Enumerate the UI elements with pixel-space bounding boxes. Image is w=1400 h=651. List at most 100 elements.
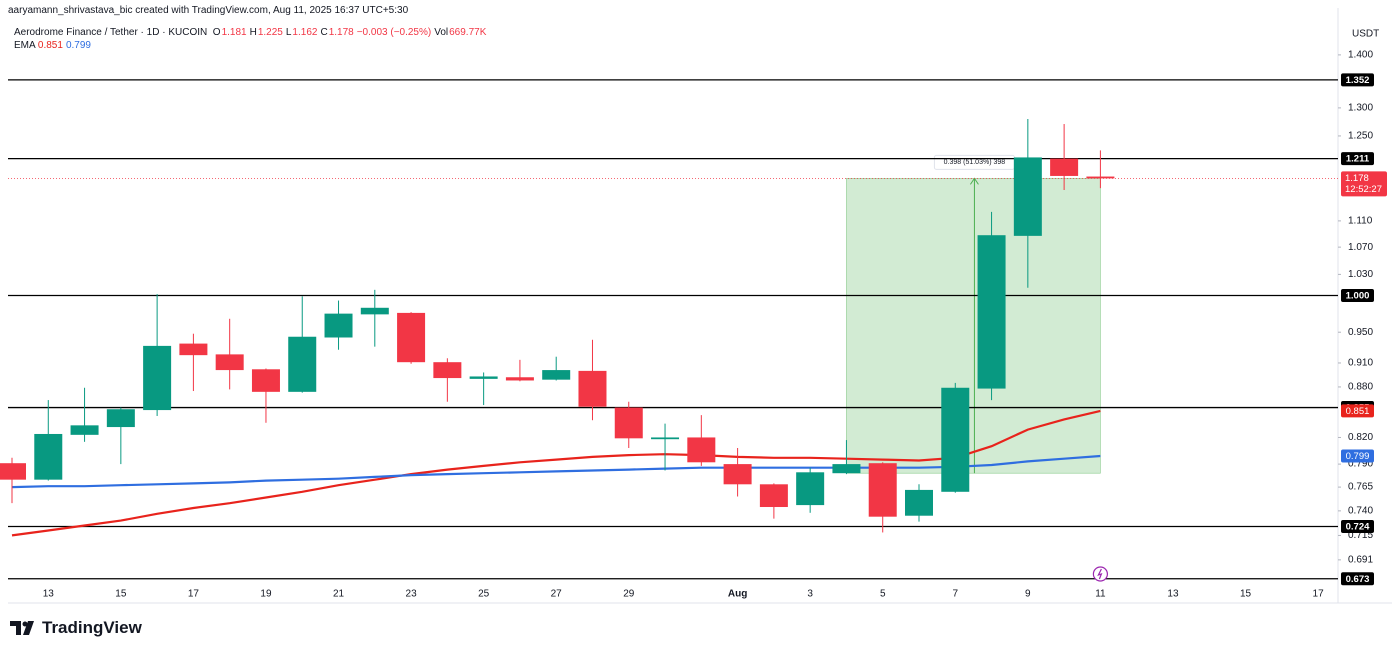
ema-value: 0.851 [37,40,63,51]
y-tick-label: 0.691 [1348,555,1373,566]
measure-label: 0.398 (51.03%) 398 [944,159,1006,166]
x-tick-label: 7 [952,589,958,600]
ema-price-label: 0.851 [1346,406,1370,417]
level-label-bg [1341,519,1374,533]
level-label: 0.673 [1346,574,1370,585]
x-tick-label: 3 [807,589,813,600]
y-tick-label: 1.110 [1348,216,1373,227]
candle-body [1086,176,1115,179]
candle-body [288,336,317,392]
candle-body [905,489,933,516]
candle-body [687,437,716,463]
x-tick-label: 15 [1240,589,1252,600]
candle-body [179,343,208,356]
legend-value: 669.77K [449,27,487,38]
x-tick-label: 27 [551,589,563,600]
candle-body [397,312,426,363]
legend-key: L [285,27,292,38]
legend-row: EMA 0.851 0.799 [14,39,489,52]
ema-price-label: 0.799 [1346,451,1370,462]
candle-body [433,362,462,379]
event-icon-bolt [1097,568,1103,580]
candle-body [0,463,26,480]
y-tick-label: 0.880 [1348,382,1373,393]
y-tick-label: 1.400 [1348,50,1373,61]
legend-value: 1.181 [221,27,247,38]
y-tick-label: 0.715 [1348,530,1373,541]
legend-key: H [249,27,257,38]
level-label-bg [1341,289,1374,303]
legend-row: Aerodrome Finance / Tether · 1D · KUCOIN… [14,26,489,39]
candle-body [70,425,99,435]
legend-value: 1.178 [328,27,354,38]
candle-body [941,387,970,492]
ema-value: 0.799 [65,40,91,51]
candle-body [34,433,63,480]
x-tick-label: 25 [478,589,490,600]
y-tick-label: 0.790 [1348,459,1373,470]
ema-line [11,409,1101,537]
x-tick-label: 21 [333,589,345,600]
level-label-bg [1341,572,1374,586]
x-tick-label: 17 [1313,589,1325,600]
x-tick-label: 13 [43,589,55,600]
level-label-bg [1341,73,1374,87]
candle-body [796,472,825,506]
x-tick-label: 11 [1095,589,1106,600]
y-tick-label: 0.950 [1348,327,1373,338]
ema-line [11,454,1101,489]
ema-price-bg [1341,449,1374,463]
ema-price-bg [1341,404,1374,418]
y-tick-label: 0.910 [1348,358,1373,369]
candle-body [143,345,172,411]
legend-value: 1.162 [292,27,318,38]
level-label-bg [1341,152,1374,166]
candle-body [1050,158,1079,176]
chart: USDT 1.400 1.300 1.250 1.110 1.070 1.030 0.950 0… [0,8,1392,604]
y-tick-label: 1.300 [1348,103,1373,114]
x-tick-label: 9 [1025,589,1031,600]
candle-body [977,235,1006,389]
countdown: 12:52:27 [1345,184,1382,195]
legend-value: 1.225 [257,27,283,38]
last-price-label: 1.178 [1345,173,1369,184]
level-label: 0.724 [1346,522,1370,533]
x-tick-label: 15 [115,589,127,600]
candle-body [505,377,534,381]
candle-body [832,464,861,474]
y-tick-label: 0.820 [1348,432,1373,443]
legend: Aerodrome Finance / Tether · 1D · KUCOIN… [14,26,489,52]
candle-body [614,407,643,439]
candle-body [215,354,244,371]
candle-body [469,376,498,379]
y-tick-label: 1.030 [1348,269,1373,280]
y-tick-label: 0.740 [1348,506,1373,517]
legend-key: C [320,27,328,38]
x-tick-label: 17 [188,589,200,600]
attribution: aaryamann_shrivastava_bic created with T… [8,5,409,16]
level-label: 1.000 [1346,291,1370,302]
ema-label: EMA [14,40,36,51]
y-tick-label: 0.765 [1348,482,1373,493]
x-tick-label: 23 [406,589,418,600]
candle-body [723,464,752,485]
y-tick-label: 1.070 [1348,242,1373,253]
candle-body [106,409,135,428]
candle-body [578,370,607,407]
level-label: 1.352 [1346,75,1370,86]
legend-key: O [212,27,221,38]
x-tick-label: 29 [623,589,635,600]
candle-body [651,437,680,440]
last-price-bg [1341,171,1387,197]
level-label: 1.211 [1346,154,1370,165]
candle-body [324,313,353,338]
candle-body [251,369,280,392]
candle-body [542,370,571,380]
x-tick-label: 5 [880,589,886,600]
x-tick-label: 13 [1167,589,1179,600]
candle-body [360,307,389,315]
currency-label: USDT [1352,29,1379,40]
legend-key: Vol [434,27,449,38]
logo-icon [10,621,34,635]
